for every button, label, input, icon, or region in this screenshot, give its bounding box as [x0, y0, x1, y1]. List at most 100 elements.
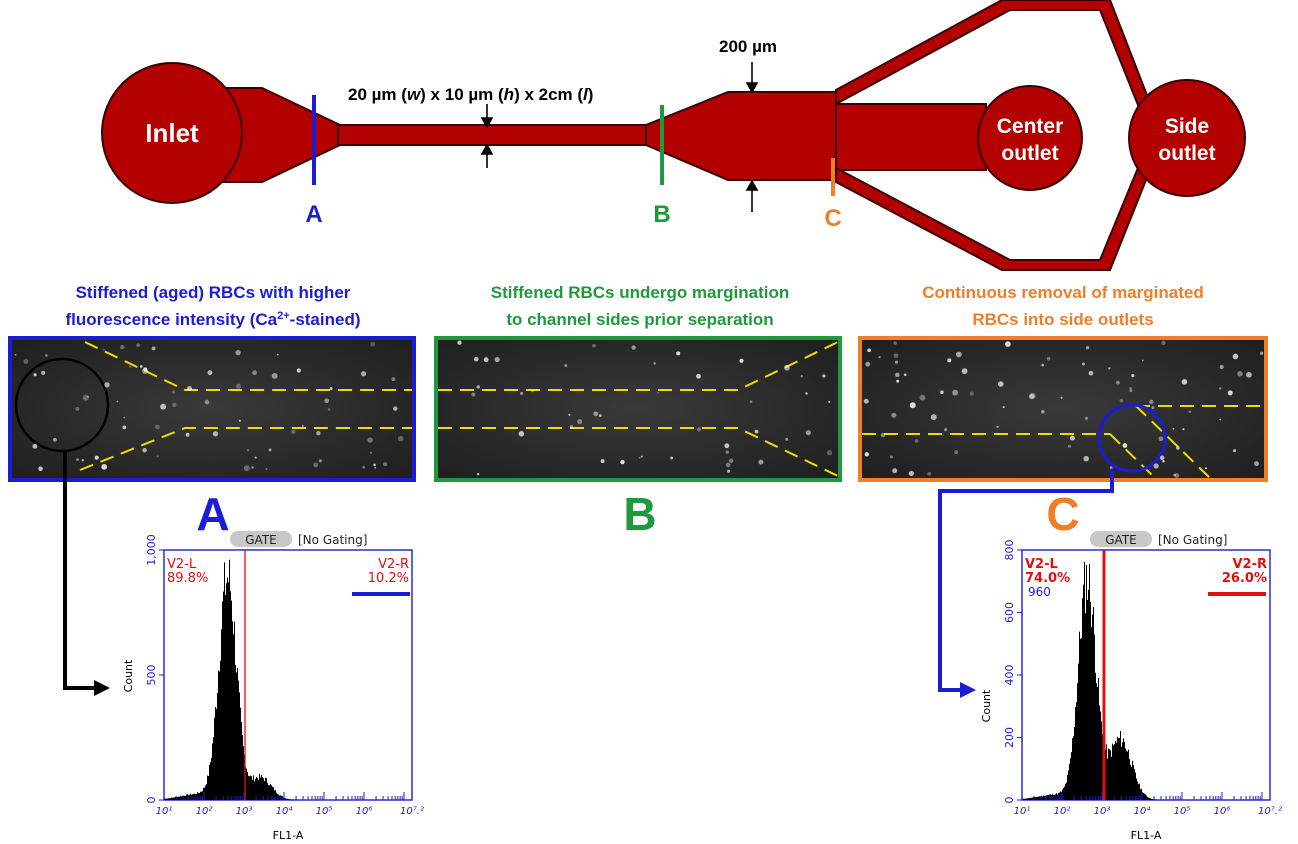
cell-speckle	[14, 353, 17, 356]
histogram-bin	[1106, 744, 1107, 800]
histogram-bin	[1096, 683, 1097, 800]
histogram-bin	[174, 797, 175, 800]
cell-speckle	[1181, 379, 1188, 385]
gate-text-c: [No Gating]	[1158, 533, 1227, 547]
cell-speckle	[805, 430, 811, 436]
histogram-bin	[1111, 756, 1112, 800]
cell-speckle	[598, 414, 602, 417]
histogram-bin	[179, 796, 180, 800]
histogram-bin	[201, 791, 202, 800]
cell-speckle	[476, 385, 480, 389]
histogram-bin	[1140, 789, 1141, 800]
cell-speckle	[784, 364, 790, 371]
histogram-bin	[1064, 786, 1065, 800]
cell-speckle	[1254, 461, 1259, 467]
histogram-bin	[268, 785, 269, 800]
x-tick-label: 10⁴	[276, 805, 293, 817]
x-tick-label: 10²	[196, 806, 213, 817]
cell-speckle	[1151, 406, 1155, 410]
cell-speckle	[122, 425, 127, 430]
left-pct-c: 74.0%	[1025, 571, 1070, 586]
histogram-bin	[1124, 742, 1125, 800]
panel-label-c: C	[1046, 488, 1079, 540]
x-tick-label: 10²	[1054, 806, 1071, 817]
histogram-bin	[1067, 774, 1068, 800]
histogram-bin	[1137, 781, 1138, 800]
caption-c-line2: RBCs into side outlets	[972, 310, 1153, 329]
histogram-bin	[1033, 797, 1034, 800]
histogram-bin	[210, 762, 211, 800]
cell-speckle	[265, 468, 268, 470]
caption-b-line2: to channel sides prior separation	[506, 310, 773, 329]
cell-speckle	[143, 367, 148, 372]
cell-speckle	[1046, 356, 1051, 361]
left-gate-c: V2-L	[1025, 557, 1058, 572]
histogram-bin	[273, 787, 274, 800]
histogram-bin	[1089, 563, 1090, 800]
cell-speckle	[564, 364, 568, 368]
histogram-bin	[1152, 799, 1153, 800]
cell-speckle	[142, 447, 147, 453]
histogram-bin	[187, 794, 188, 800]
histogram-bin	[232, 621, 233, 800]
cell-speckle	[800, 374, 804, 378]
cell-speckle	[1173, 473, 1177, 477]
histogram-bin	[1037, 796, 1038, 800]
cell-speckle	[909, 402, 916, 409]
histogram-bin	[275, 789, 276, 800]
cell-speckle	[1153, 463, 1159, 469]
y-tick-label: 500	[145, 665, 158, 686]
cell-speckle	[961, 368, 968, 375]
histogram-bin	[230, 591, 231, 800]
histogram-bin	[252, 779, 253, 800]
cell-speckle	[185, 432, 190, 437]
cell-speckle	[45, 354, 48, 357]
cell-speckle	[1119, 398, 1124, 403]
cell-speckle	[826, 450, 833, 456]
center-outlet-label-1: Center	[997, 115, 1064, 138]
histogram-bin	[172, 797, 173, 800]
cell-speckle	[592, 343, 596, 348]
cell-speckle	[32, 443, 38, 449]
histogram-bin	[1128, 749, 1129, 800]
histogram-bin	[234, 621, 235, 800]
right-gate-c: V2-R	[1232, 557, 1267, 572]
cell-speckle	[172, 402, 177, 407]
histogram-bin	[170, 798, 171, 800]
histogram-bin	[241, 721, 242, 800]
cell-speckle	[927, 471, 932, 476]
histogram-bin	[1150, 798, 1151, 800]
cell-speckle	[1227, 390, 1233, 396]
histogram-bin	[1031, 797, 1032, 800]
cell-speckle	[1232, 353, 1239, 360]
cell-speckle	[324, 398, 330, 404]
histogram-bin	[281, 795, 282, 800]
cell-speckle	[327, 408, 331, 411]
cell-speckle	[896, 379, 900, 383]
histogram-bin	[181, 796, 182, 800]
cell-speckle	[676, 351, 681, 356]
cell-speckle	[1085, 346, 1090, 350]
cell-speckle	[494, 356, 500, 363]
histogram-bin	[193, 793, 194, 800]
cell-speckle	[238, 419, 241, 422]
histogram-bin	[1129, 759, 1130, 800]
histogram-bin	[1095, 672, 1096, 800]
histogram-bin	[171, 797, 172, 800]
cell-speckle	[696, 373, 701, 379]
cell-speckle	[1246, 371, 1252, 378]
cell-speckle	[369, 451, 373, 454]
cell-speckle	[1002, 406, 1005, 409]
histogram-bin	[1099, 705, 1100, 800]
cell-speckle	[620, 459, 625, 465]
histogram-bin	[1079, 631, 1080, 800]
histogram-bin	[249, 776, 250, 800]
histogram-bin	[1052, 793, 1053, 800]
gate-pill-a	[230, 531, 292, 547]
histogram-bin	[1080, 638, 1081, 800]
histogram-bin	[185, 795, 186, 800]
histogram-bin	[1143, 792, 1144, 800]
histogram-bin	[215, 707, 216, 800]
cell-speckle	[1041, 410, 1045, 414]
ylabel-a: Count	[122, 659, 135, 692]
